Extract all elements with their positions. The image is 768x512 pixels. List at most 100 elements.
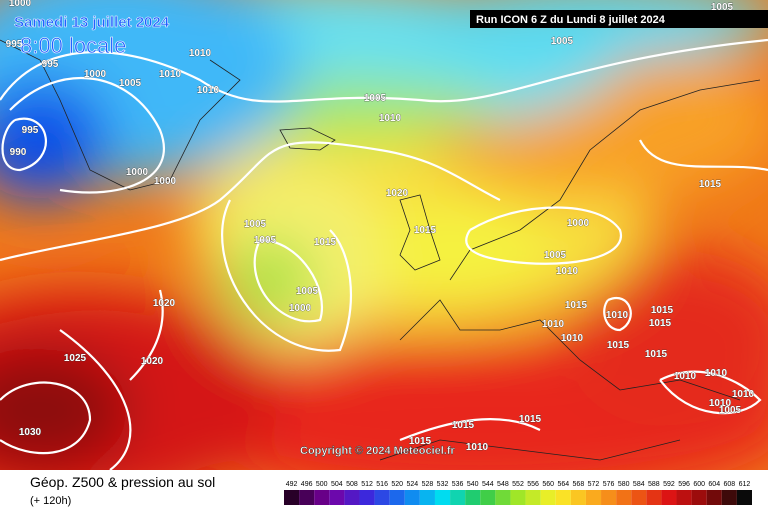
- scale-swatch: [691, 490, 707, 505]
- isobar-label: 1030: [19, 427, 42, 438]
- isobars: [0, 38, 768, 471]
- isobar-label: 1010: [606, 310, 629, 321]
- isobar-label: 1015: [649, 318, 672, 329]
- isobar-label: 1010: [732, 389, 755, 400]
- isobar: [603, 296, 632, 332]
- scale-label: 492: [286, 481, 298, 488]
- legend-subtitle: (+ 120h): [30, 495, 71, 507]
- scale-label: 496: [301, 481, 313, 488]
- scale-label: 548: [497, 481, 509, 488]
- isobar-label: 1015: [565, 300, 588, 311]
- scale-swatch: [510, 490, 526, 505]
- scale-label: 584: [633, 481, 645, 488]
- scale-swatch: [359, 490, 375, 505]
- mediterranean-coast: [399, 299, 741, 401]
- scale-swatch: [661, 490, 677, 505]
- isobar-label: 1020: [141, 356, 164, 367]
- scale-label: 608: [724, 481, 736, 488]
- scale-label: 596: [678, 481, 690, 488]
- scale-swatch: [329, 490, 345, 505]
- scale-label: 532: [437, 481, 449, 488]
- isobar: [253, 238, 323, 323]
- scale-label: 520: [391, 481, 403, 488]
- scale-swatch: [419, 490, 435, 505]
- scale-label: 600: [693, 481, 705, 488]
- isobar-label: 1010: [556, 266, 579, 277]
- scale-label: 516: [376, 481, 388, 488]
- isobar-label: 995: [6, 39, 23, 50]
- isobar-label: 995: [22, 125, 39, 136]
- isobar-label: 1010: [561, 333, 584, 344]
- isobar-label: 1000: [289, 303, 312, 314]
- scale-swatch: [525, 490, 541, 505]
- isobar-label: 1005: [711, 2, 734, 13]
- scale-label: 560: [542, 481, 554, 488]
- scale-swatch: [299, 490, 315, 505]
- scale-label: 572: [588, 481, 600, 488]
- scale-label: 612: [739, 481, 751, 488]
- isobar-label: 1005: [244, 219, 267, 230]
- isobar-label: 1000: [567, 218, 590, 229]
- scale-swatch: [434, 490, 451, 505]
- isobar-label: 1015: [409, 436, 432, 447]
- coastlines: [0, 39, 761, 461]
- scale-label: 592: [663, 481, 675, 488]
- isobar-label: 1005: [254, 235, 277, 246]
- scale-label: 580: [618, 481, 630, 488]
- isobar: [465, 206, 623, 265]
- isobar-label: 1005: [364, 93, 387, 104]
- isobar-label: 1000: [126, 167, 149, 178]
- scale-label: 504: [331, 481, 343, 488]
- scale-label: 508: [346, 481, 358, 488]
- isobar: [659, 370, 762, 415]
- isobar-label: 1015: [699, 179, 722, 190]
- isobar: [9, 77, 166, 194]
- isobar-label: 1010: [542, 319, 565, 330]
- isobar-label: 1020: [153, 298, 176, 309]
- isobar-label: 1010: [674, 371, 697, 382]
- isobar-label: 1000: [84, 69, 107, 80]
- scale-swatch: [570, 490, 586, 505]
- scale-label: 588: [648, 481, 660, 488]
- copyright: Copyright © 2024 Meteociel.fr: [300, 445, 456, 457]
- isobar-label: 1005: [551, 36, 574, 47]
- scale-swatch: [646, 490, 662, 505]
- isobar-label: 990: [10, 147, 27, 158]
- isobar-label: 1010: [709, 398, 732, 409]
- scale-swatch: [284, 490, 300, 505]
- run-info: Run ICON 6 Z du Lundi 8 juillet 2024: [476, 14, 666, 26]
- isobar-label: 1005: [544, 250, 567, 261]
- scale-swatch: [706, 490, 722, 505]
- run-banner: [470, 10, 768, 28]
- scale-label: 556: [527, 481, 539, 488]
- scale-label: 604: [708, 481, 720, 488]
- scale-label: 540: [467, 481, 479, 488]
- scale-swatch: [616, 490, 632, 505]
- scale-label: 524: [406, 481, 418, 488]
- africa-coast: [379, 439, 681, 461]
- scale-swatch: [314, 490, 330, 505]
- isobar-label: 1015: [414, 225, 437, 236]
- scale-swatch: [344, 490, 360, 505]
- isobar-label: 1025: [64, 353, 87, 364]
- isobar-label: 1005: [296, 286, 319, 297]
- isobar-label: 1015: [314, 237, 337, 248]
- scale-swatch: [495, 490, 511, 505]
- scale-swatch: [540, 490, 556, 505]
- scale-swatch: [389, 490, 405, 505]
- scale-swatch: [555, 490, 571, 505]
- britain-coast: [399, 194, 441, 271]
- isobar-label: 1015: [519, 414, 542, 425]
- scale-swatch: [676, 490, 692, 505]
- isobar-label: 1015: [651, 305, 674, 316]
- scale-label: 552: [512, 481, 524, 488]
- scale-label: 564: [557, 481, 569, 488]
- isobar-label: 1015: [607, 340, 630, 351]
- scale-label: 568: [573, 481, 585, 488]
- scale-label: 500: [316, 481, 328, 488]
- isobar-label: 1000: [154, 176, 177, 187]
- isobar: [0, 141, 501, 262]
